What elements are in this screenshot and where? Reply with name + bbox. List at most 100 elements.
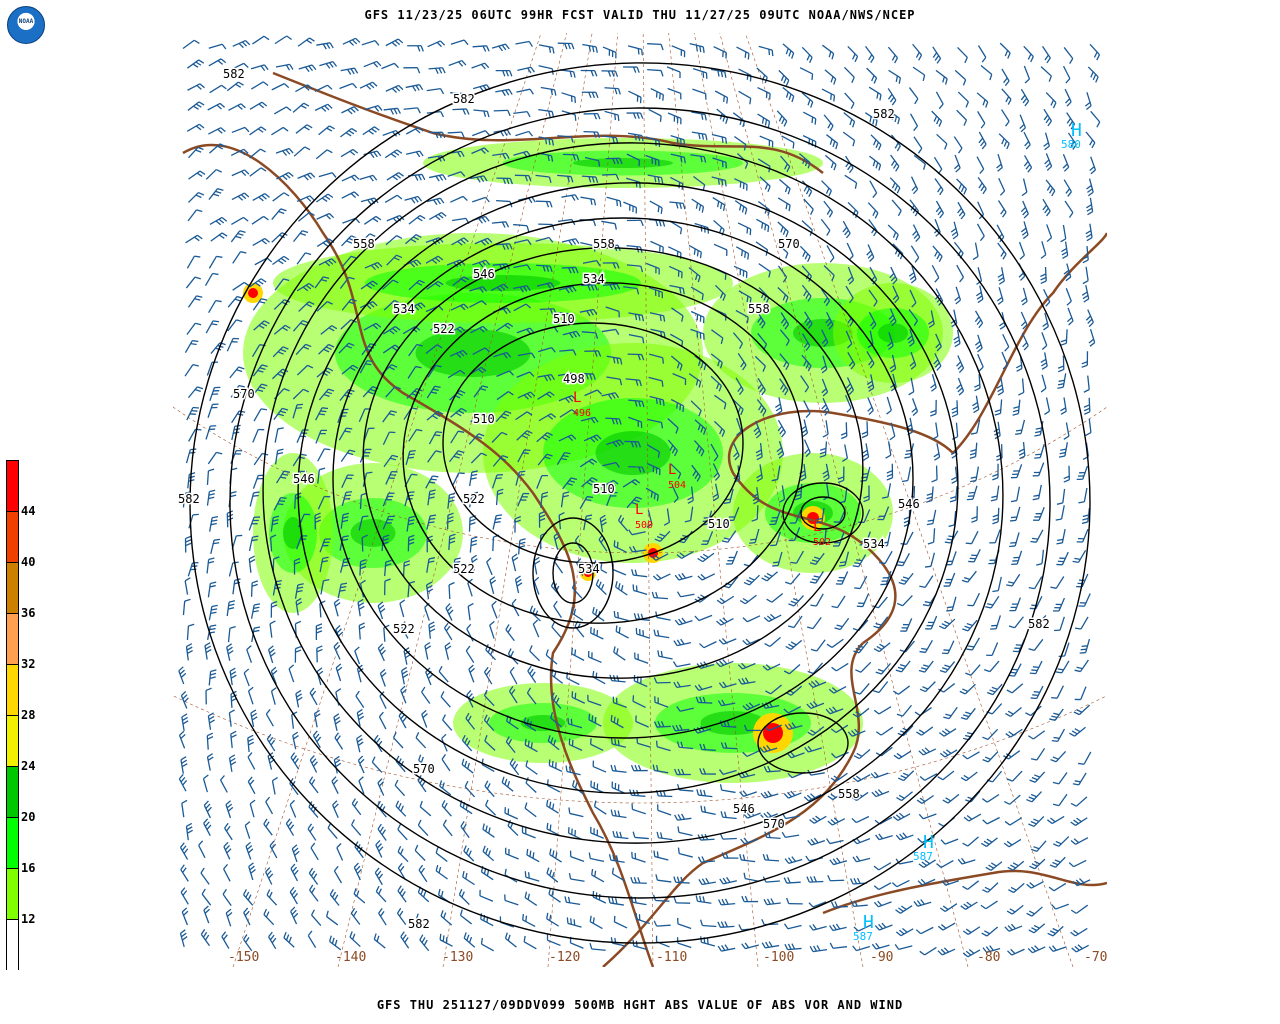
wind-barb-flag (575, 267, 579, 274)
wind-barb-flag (775, 407, 782, 412)
wind-barb-flag (847, 276, 853, 282)
wind-barb-flag (203, 800, 209, 806)
wind-barb-flag (480, 452, 488, 457)
wind-barb-flag (862, 453, 869, 458)
wind-barb-flag (791, 96, 795, 103)
wind-barb (908, 87, 919, 100)
wind-barb-flag (960, 776, 967, 782)
wind-barb (824, 69, 837, 80)
wind-barb-flag (898, 812, 905, 818)
wind-barb-flag (873, 771, 879, 778)
wind-barb-flag (700, 361, 704, 369)
wind-barb (856, 945, 870, 952)
wind-barb-flag (790, 561, 797, 564)
wind-barb-flag (505, 243, 510, 250)
wind-barb-flag (378, 711, 384, 718)
wind-barb (178, 670, 185, 685)
wind-barb-flag (318, 413, 325, 416)
wind-barb-flag (230, 491, 237, 494)
wind-barb (649, 353, 663, 359)
wind-barb (559, 409, 573, 418)
wind-barb (557, 174, 572, 178)
wind-barb (690, 506, 694, 521)
wind-barb-flag (564, 896, 567, 903)
wind-barb-flag (329, 125, 335, 130)
wind-barb-flag (910, 278, 917, 284)
wind-barb (590, 857, 605, 862)
wind-barb (187, 295, 198, 308)
wind-barb (576, 562, 584, 576)
wind-barb-flag (526, 264, 531, 271)
wind-barb (1008, 838, 1022, 848)
wind-barb-flag (325, 214, 331, 220)
wind-barb (824, 441, 828, 456)
wind-barb (1014, 532, 1020, 547)
wind-barb-flag (510, 650, 515, 657)
wind-barb-flag (680, 638, 685, 645)
wind-barb (332, 804, 339, 819)
wind-barb (632, 549, 647, 553)
wind-barb-flag (316, 667, 323, 673)
wind-barb-flag (747, 253, 750, 260)
wind-barb-flag (828, 51, 832, 58)
wind-barb (558, 434, 572, 442)
wind-barb (954, 466, 958, 481)
wind-barb (313, 713, 318, 728)
wind-barb-flag (476, 435, 483, 440)
wind-barb-flag (197, 234, 203, 240)
wind-barb (558, 312, 573, 315)
wind-barb (393, 737, 404, 749)
wind-barb (887, 441, 892, 456)
wind-barb-flag (982, 798, 988, 803)
wind-barb-flag (461, 891, 465, 898)
wind-barb-flag (770, 898, 775, 905)
wind-barb-flag (982, 188, 987, 195)
wind-barb (274, 450, 279, 465)
wind-barb-flag (247, 734, 254, 739)
wind-barb (557, 218, 572, 223)
wind-barb-flag (586, 481, 593, 486)
wind-barb-flag (438, 67, 443, 74)
wind-barb-flag (303, 126, 310, 131)
wind-barb-flag (358, 776, 364, 782)
wind-barb-flag (375, 737, 381, 744)
wind-barb-flag (484, 239, 490, 245)
wind-barb-flag (786, 897, 790, 904)
wind-barb (655, 634, 670, 639)
wind-barb (371, 761, 383, 773)
wind-barb-flag (613, 479, 619, 485)
wind-barb-flag (742, 813, 748, 819)
wind-barb (732, 399, 744, 410)
wind-barb-flag (589, 738, 592, 745)
wind-barb-flag (300, 322, 307, 326)
wind-barb-flag (441, 800, 446, 807)
wind-barb-flag (660, 177, 664, 184)
wind-barb-flag (547, 374, 552, 381)
wind-barb-flag (441, 753, 447, 760)
wind-barb-flag (303, 102, 310, 107)
wind-barb-flag (449, 492, 456, 496)
wind-barb-flag (424, 641, 431, 647)
wind-barb (571, 653, 585, 661)
wind-barb-flag (733, 451, 739, 458)
wind-barb (340, 514, 344, 529)
wind-barb-flag (481, 260, 487, 267)
wind-barb (435, 870, 448, 880)
wind-barb-flag (718, 639, 724, 645)
wind-barb-flag (820, 365, 827, 370)
wind-barb-flag (1002, 211, 1007, 218)
wind-barb-flag (719, 833, 724, 840)
wind-barb-flag (223, 841, 229, 848)
wind-barb-flag (230, 730, 237, 735)
wind-barb (468, 668, 475, 683)
wind-barb-flag (869, 320, 875, 327)
wind-barb (465, 650, 475, 664)
wind-barb-flag (937, 209, 943, 216)
wind-barb (867, 397, 874, 411)
wind-barb-flag (784, 581, 792, 585)
wind-barb (670, 463, 682, 474)
wind-barb-flag (411, 407, 418, 410)
wind-barb-flag (422, 891, 427, 898)
wind-barb-flag (833, 817, 840, 823)
wind-barb (516, 88, 531, 93)
